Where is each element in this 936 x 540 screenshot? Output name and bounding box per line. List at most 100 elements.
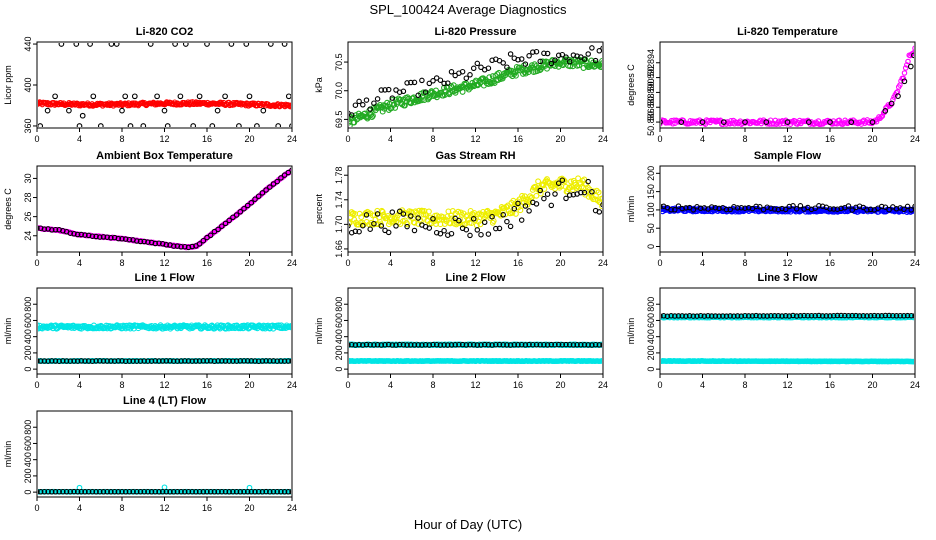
data-point [830, 312, 837, 319]
data-point [760, 206, 767, 213]
data-point [763, 119, 770, 125]
data-point [267, 184, 273, 190]
x-tick-label: 12 [470, 134, 480, 144]
data-point [255, 358, 262, 364]
x-tick-label: 24 [910, 258, 920, 268]
data-point [701, 313, 708, 319]
data-point [816, 203, 822, 209]
y-axis-label: ml/min [314, 318, 324, 345]
data-point [219, 358, 225, 364]
data-point [38, 358, 44, 364]
data-point [433, 94, 440, 101]
data-point [259, 190, 266, 196]
data-point [838, 205, 844, 212]
data-point [170, 489, 177, 495]
data-point [215, 488, 221, 495]
data-point [189, 358, 195, 364]
panel-2: Li-820 Temperature 0 4 8 12 16 20 24 50.88650.88… [626, 26, 920, 144]
x-tick-label: 20 [555, 258, 565, 268]
data-point [122, 236, 129, 242]
data-point [252, 196, 258, 202]
data-point [425, 208, 432, 215]
x-tick-label: 0 [34, 134, 39, 144]
data-point [890, 312, 896, 319]
data-point [911, 52, 914, 59]
data-point [671, 117, 677, 123]
y-axis-label: ml/min [3, 441, 13, 468]
data-point [708, 313, 715, 319]
data-point [145, 488, 151, 495]
plot-frame [659, 41, 916, 129]
data-point [147, 43, 154, 47]
data-point [902, 65, 909, 71]
data-point [379, 208, 386, 215]
data-point [222, 358, 229, 364]
data-point [178, 358, 184, 364]
data-point [507, 51, 514, 57]
x-tick-label: 4 [388, 258, 393, 268]
data-point [712, 204, 719, 211]
data-point [38, 489, 44, 495]
data-point [599, 342, 602, 349]
y-tick-label: 69.5 [334, 111, 344, 129]
data-point [352, 102, 359, 108]
panel-title: Li-820 CO2 [136, 26, 193, 38]
data-point [793, 206, 800, 212]
data-point [384, 99, 391, 106]
data-point [430, 216, 436, 222]
data-point [600, 202, 602, 208]
data-point [233, 358, 240, 364]
data-point [74, 358, 81, 364]
data-point [779, 313, 785, 319]
data-point [56, 358, 62, 364]
data-point [901, 78, 908, 85]
data-point [182, 489, 188, 495]
data-point [596, 48, 602, 54]
data-point [408, 213, 414, 219]
data-point [74, 488, 81, 495]
data-point [786, 203, 793, 210]
data-point [888, 100, 895, 107]
data-point [93, 489, 99, 495]
data-point [82, 489, 88, 495]
data-point [683, 313, 689, 319]
data-point [252, 489, 258, 495]
data-point [864, 207, 870, 213]
data-point [779, 205, 785, 212]
data-point [38, 225, 40, 231]
y-axis-label: Licor ppm [3, 65, 13, 105]
data-point [504, 64, 510, 70]
data-point [559, 51, 566, 58]
data-point [599, 57, 602, 64]
data-point [289, 102, 291, 108]
data-point [419, 77, 425, 84]
data-point [246, 93, 253, 100]
data-point [126, 358, 133, 364]
data-point [193, 358, 199, 364]
data-point [720, 119, 727, 125]
data-point [389, 342, 396, 348]
data-point [382, 87, 388, 93]
data-point [452, 89, 459, 96]
x-tick-label: 4 [77, 503, 82, 513]
data-point [463, 226, 470, 233]
data-point [834, 206, 841, 212]
data-point [148, 489, 155, 495]
data-point [108, 43, 115, 47]
data-point [675, 203, 682, 209]
data-point [289, 324, 291, 331]
data-point [237, 209, 244, 215]
data-point [415, 92, 421, 99]
data-point [905, 58, 911, 65]
data-point [678, 119, 685, 125]
data-point [411, 342, 418, 348]
data-point [893, 313, 900, 319]
data-point [93, 233, 99, 240]
data-point [126, 488, 133, 495]
data-point [672, 207, 678, 213]
data-point [776, 118, 782, 125]
data-point [267, 43, 274, 47]
data-point [178, 244, 184, 250]
x-tick-label: 4 [700, 134, 705, 144]
data-point [108, 489, 114, 495]
